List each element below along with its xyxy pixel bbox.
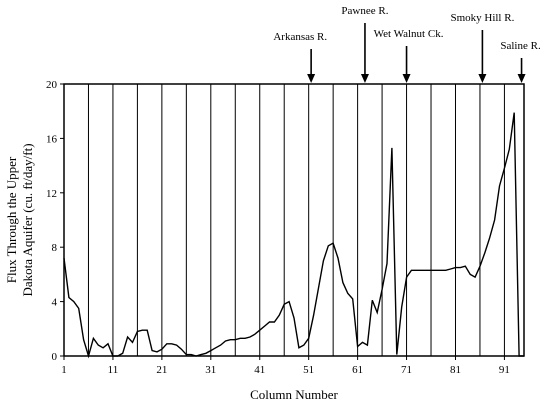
x-tick-label-41: 41 — [254, 364, 265, 376]
annotation-arrow-head — [307, 74, 316, 83]
annotation-2: Wet Walnut Ck. — [374, 28, 444, 83]
annotation-label: Saline R. — [500, 40, 541, 52]
x-tick-label-1: 1 — [61, 364, 67, 376]
annotation-arrow-head — [402, 74, 411, 83]
vertical-gridlines — [63, 84, 525, 356]
annotation-label: Wet Walnut Ck. — [374, 28, 444, 40]
x-tick-label-11: 11 — [108, 364, 119, 376]
x-tick-label-31: 31 — [205, 364, 216, 376]
annotation-label: Pawnee R. — [341, 5, 388, 17]
y-axis-title-line1: Flux Through the Upper — [4, 156, 19, 283]
x-tick-label-51: 51 — [303, 364, 314, 376]
y-tick-label-8: 8 — [52, 242, 58, 254]
x-tick-label-21: 21 — [156, 364, 167, 376]
x-tick-label-61: 61 — [352, 364, 363, 376]
river-annotations: Arkansas R. Pawnee R. Wet Walnut Ck. Smoky … — [273, 5, 541, 83]
annotation-3: Smoky Hill R. — [450, 12, 515, 83]
annotation-arrow-head — [517, 74, 526, 83]
y-tick-label-20: 20 — [46, 79, 58, 91]
x-tick-label-91: 91 — [499, 364, 510, 376]
x-axis-title: Column Number — [250, 387, 338, 402]
annotation-arrow-head — [360, 74, 369, 83]
y-tick-label-4: 4 — [52, 297, 58, 309]
annotation-arrow-head — [478, 74, 487, 83]
y-tick-label-0: 0 — [52, 351, 58, 363]
y-axis-title: Flux Through the Upper Dakota Aquifer (c… — [4, 143, 35, 296]
annotation-0: Arkansas R. — [273, 31, 327, 83]
x-tick-label-71: 71 — [401, 364, 412, 376]
y-axis-title-line2: Dakota Aquifer (cu. ft/day/ft) — [20, 143, 35, 296]
annotation-label: Arkansas R. — [273, 31, 327, 43]
annotation-4: Saline R. — [500, 40, 541, 83]
annotation-1: Pawnee R. — [341, 5, 389, 83]
series-line-flux — [63, 112, 524, 359]
annotation-label: Smoky Hill R. — [450, 12, 514, 24]
x-tick-label-81: 81 — [450, 364, 461, 376]
y-tick-label-16: 16 — [46, 133, 58, 145]
y-tick-label-12: 12 — [46, 188, 57, 200]
